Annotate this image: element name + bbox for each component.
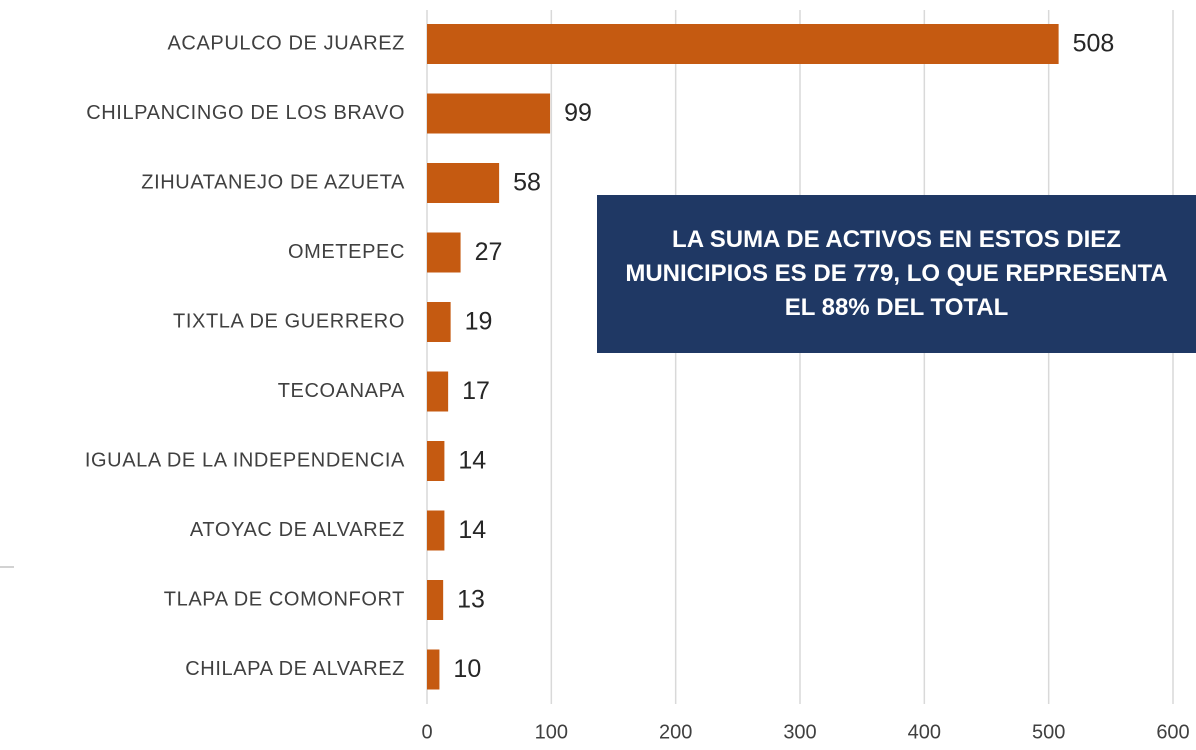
category-label: TECOANAPA <box>278 380 405 402</box>
category-label: CHILPANCINGO DE LOS BRAVO <box>86 102 405 124</box>
value-label: 14 <box>458 447 486 475</box>
category-label: CHILAPA DE ALVAREZ <box>185 658 405 680</box>
x-tick-label: 200 <box>659 721 692 743</box>
bar <box>427 580 444 620</box>
x-tick-label: 300 <box>783 721 816 743</box>
value-label: 58 <box>513 169 541 197</box>
bar <box>427 232 461 273</box>
bar <box>427 93 551 134</box>
x-tick-label: 500 <box>1032 721 1065 743</box>
bar <box>427 371 449 412</box>
category-label: TLAPA DE COMONFORT <box>164 588 405 610</box>
x-tick-label: 0 <box>421 721 432 743</box>
category-label: IGUALA DE LA INDEPENDENCIA <box>85 449 405 471</box>
value-label: 10 <box>453 655 481 683</box>
category-label: ZIHUATANEJO DE AZUETA <box>141 171 405 193</box>
value-label: 19 <box>465 308 493 336</box>
bar <box>427 302 451 342</box>
value-label: 508 <box>1073 30 1115 58</box>
value-label: 27 <box>475 238 503 266</box>
category-label: ATOYAC DE ALVAREZ <box>190 519 405 541</box>
bar <box>427 24 1059 64</box>
category-label: TIXTLA DE GUERRERO <box>173 310 405 332</box>
bar <box>427 163 500 203</box>
value-label: 99 <box>564 99 592 127</box>
x-tick-label: 100 <box>535 721 568 743</box>
x-tick-label: 400 <box>908 721 941 743</box>
bar <box>427 441 445 481</box>
category-label: OMETEPEC <box>288 241 405 263</box>
value-label: 13 <box>457 586 485 614</box>
value-label: 14 <box>458 516 486 544</box>
bar <box>427 510 445 551</box>
x-tick-label: 600 <box>1156 721 1189 743</box>
bar <box>427 649 440 690</box>
annotation: LA SUMA DE ACTIVOS EN ESTOS DIEZ MUNICIP… <box>597 195 1196 353</box>
value-label: 17 <box>462 377 490 405</box>
category-label: ACAPULCO DE JUAREZ <box>167 32 405 54</box>
